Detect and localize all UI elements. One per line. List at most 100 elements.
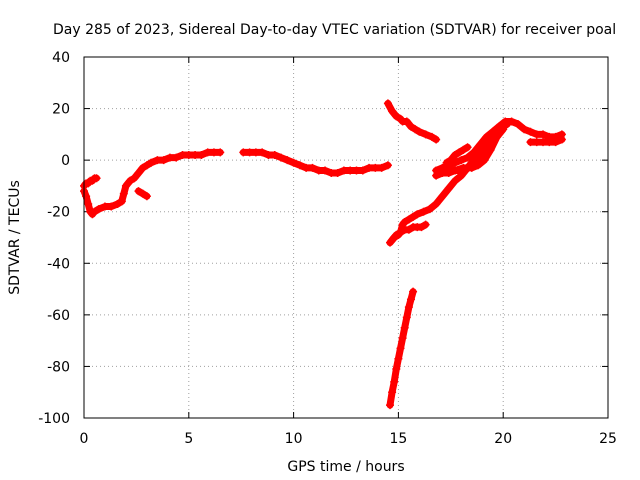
data-point <box>392 230 401 239</box>
data-point <box>432 199 441 208</box>
data-point <box>476 140 485 149</box>
y-tick-label: 20 <box>52 102 70 118</box>
data-point <box>409 212 418 221</box>
data-point <box>400 323 409 332</box>
data-point <box>147 158 156 167</box>
data-point <box>415 127 424 136</box>
data-point <box>92 174 101 183</box>
data-point <box>446 156 455 165</box>
data-point <box>308 163 317 172</box>
x-tick-label: 5 <box>184 431 193 447</box>
data-point <box>126 176 135 185</box>
series-seg-13 <box>526 135 566 147</box>
data-point <box>513 120 522 129</box>
data-point <box>82 192 91 201</box>
data-point <box>434 166 443 175</box>
data-point <box>450 176 459 185</box>
data-point <box>258 148 267 157</box>
data-point <box>409 287 418 296</box>
series-seg-12 <box>442 143 472 167</box>
data-point <box>94 205 103 214</box>
data-point <box>84 199 93 208</box>
data-point <box>438 192 447 201</box>
data-point <box>138 189 147 198</box>
y-tick-label: -100 <box>38 411 70 427</box>
x-tick-label: 15 <box>389 431 407 447</box>
data-point <box>469 148 478 157</box>
data-point <box>390 377 399 386</box>
series-seg-1 <box>80 174 101 190</box>
y-tick-label: -20 <box>47 205 70 221</box>
data-point <box>551 138 560 147</box>
data-point <box>402 117 411 126</box>
data-point <box>450 150 459 159</box>
data-point <box>388 388 397 397</box>
data-point <box>289 158 298 167</box>
data-point <box>480 156 489 165</box>
data-point <box>358 166 367 175</box>
chart-title: Day 285 of 2023, Sidereal Day-to-day VTE… <box>53 22 616 38</box>
data-point <box>474 161 483 170</box>
data-point <box>411 125 420 134</box>
data-point <box>539 130 548 139</box>
x-tick-label: 10 <box>285 431 303 447</box>
data-point <box>398 334 407 343</box>
data-point <box>216 148 225 157</box>
data-point <box>119 189 128 198</box>
series-seg-3 <box>117 148 225 206</box>
data-point <box>394 354 403 363</box>
data-point <box>388 236 397 245</box>
series-seg-11 <box>434 125 508 175</box>
data-point <box>421 130 430 139</box>
x-tick-label: 0 <box>80 431 89 447</box>
data-point <box>383 99 392 108</box>
y-tick-label: -40 <box>47 256 70 272</box>
x-tick-label: 25 <box>599 431 617 447</box>
y-tick-label: -60 <box>47 308 70 324</box>
y-axis-label: SDTVAR / TECUs <box>7 180 23 295</box>
data-point <box>476 150 485 159</box>
data-point <box>455 148 464 157</box>
data-point <box>392 112 401 121</box>
data-point <box>463 143 472 152</box>
data-point <box>413 210 422 219</box>
data-point <box>134 169 143 178</box>
data-point <box>404 225 413 234</box>
data-point <box>467 163 476 172</box>
data-point <box>404 215 413 224</box>
data-point <box>444 184 453 193</box>
data-point <box>499 125 508 134</box>
data-point <box>130 174 139 183</box>
data-point <box>425 205 434 214</box>
data-point <box>526 127 535 136</box>
data-point <box>396 228 405 237</box>
grid <box>84 57 608 418</box>
x-axis-label: GPS time / hours <box>287 459 404 475</box>
data-point <box>392 365 401 374</box>
data-point <box>142 192 151 201</box>
data-point <box>557 135 566 144</box>
data-point <box>402 313 411 322</box>
y-tick-label: 0 <box>61 153 70 169</box>
series-seg-6 <box>383 99 441 144</box>
data-point <box>507 117 516 126</box>
data-point <box>270 150 279 159</box>
data-point <box>138 163 147 172</box>
data-point <box>134 187 143 196</box>
data-point <box>442 158 451 167</box>
data-point <box>283 156 292 165</box>
data-point <box>107 202 116 211</box>
data-point <box>427 132 436 141</box>
data-points <box>80 99 566 410</box>
series-seg-5 <box>239 148 392 178</box>
data-point <box>197 150 206 159</box>
data-point <box>421 220 430 229</box>
data-point <box>406 295 415 304</box>
data-point <box>386 401 395 410</box>
data-point <box>442 166 451 175</box>
data-point <box>450 166 459 175</box>
series-seg-8 <box>388 220 430 245</box>
data-point <box>432 135 441 144</box>
data-point <box>117 197 126 206</box>
